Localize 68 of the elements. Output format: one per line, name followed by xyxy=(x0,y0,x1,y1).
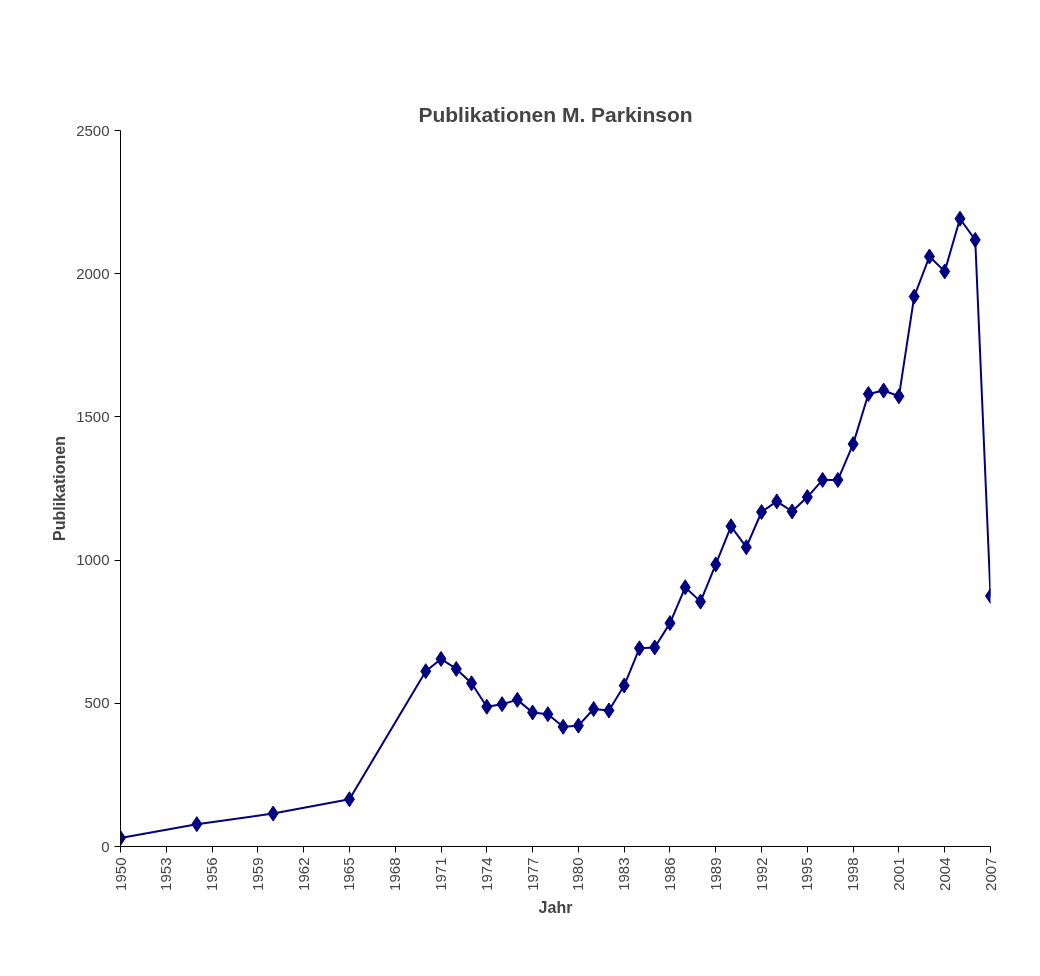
point xyxy=(191,816,203,833)
point xyxy=(801,489,813,506)
point xyxy=(954,210,966,227)
point xyxy=(435,650,447,667)
y-tick-label: 2500 xyxy=(76,121,110,139)
x-tick-label: 1974 xyxy=(477,857,495,891)
x-tick-label: 1971 xyxy=(432,857,450,891)
y-axis-title: Publikationen xyxy=(51,436,69,541)
point xyxy=(756,503,768,520)
x-axis-title: Jahr xyxy=(538,898,573,916)
x-tick-label: 1968 xyxy=(386,857,404,891)
point xyxy=(481,698,493,715)
point xyxy=(878,382,890,399)
point xyxy=(786,503,798,520)
point xyxy=(969,231,981,248)
x-tick-label: 1956 xyxy=(203,857,221,891)
point xyxy=(588,701,600,718)
y-tick-label: 500 xyxy=(84,694,110,712)
point xyxy=(496,696,508,713)
chart-title: Publikationen M. Parkinson xyxy=(418,102,693,126)
point xyxy=(817,471,829,488)
point xyxy=(633,640,645,657)
point xyxy=(603,702,615,719)
x-tick-label: 1953 xyxy=(157,857,175,891)
x-tick-label: 1983 xyxy=(615,857,633,891)
x-tick-label: 1977 xyxy=(523,857,541,891)
point xyxy=(908,288,920,305)
point xyxy=(572,717,584,734)
point xyxy=(710,556,722,573)
point xyxy=(847,436,859,453)
x-tick-label: 2007 xyxy=(981,857,999,891)
x-tick-label: 1998 xyxy=(844,857,862,891)
point xyxy=(450,660,462,677)
x-tick-label: 1992 xyxy=(752,857,770,891)
x-tick-label: 1986 xyxy=(660,857,678,891)
y-tick-label: 0 xyxy=(101,837,110,855)
point xyxy=(511,691,523,708)
point xyxy=(343,791,355,808)
point xyxy=(771,493,783,510)
point xyxy=(832,471,844,488)
point xyxy=(725,518,737,535)
point xyxy=(923,248,935,265)
x-tick-label: 1980 xyxy=(569,857,587,891)
point xyxy=(664,615,676,632)
point xyxy=(557,718,569,735)
x-tick-label: 1995 xyxy=(798,857,816,891)
x-tick-label: 1950 xyxy=(111,857,129,891)
y-tick-label: 1000 xyxy=(76,551,110,569)
x-tick-label: 1989 xyxy=(706,857,724,891)
point xyxy=(542,706,554,723)
point xyxy=(420,663,432,680)
y-tick-label: 1500 xyxy=(76,407,110,425)
point xyxy=(618,677,630,694)
point xyxy=(527,704,539,721)
x-tick-label: 1959 xyxy=(248,857,266,891)
point xyxy=(893,388,905,405)
point xyxy=(740,539,752,556)
point xyxy=(862,385,874,402)
point xyxy=(939,263,951,280)
point xyxy=(267,805,279,822)
x-tick-label: 1965 xyxy=(340,857,358,891)
y-tick-label: 2000 xyxy=(76,264,110,282)
x-tick-label: 1962 xyxy=(294,857,312,891)
x-tick-label: 2004 xyxy=(935,857,953,891)
x-tick-label: 2001 xyxy=(889,857,907,891)
point xyxy=(649,639,661,656)
point xyxy=(466,675,478,692)
point xyxy=(679,579,691,596)
